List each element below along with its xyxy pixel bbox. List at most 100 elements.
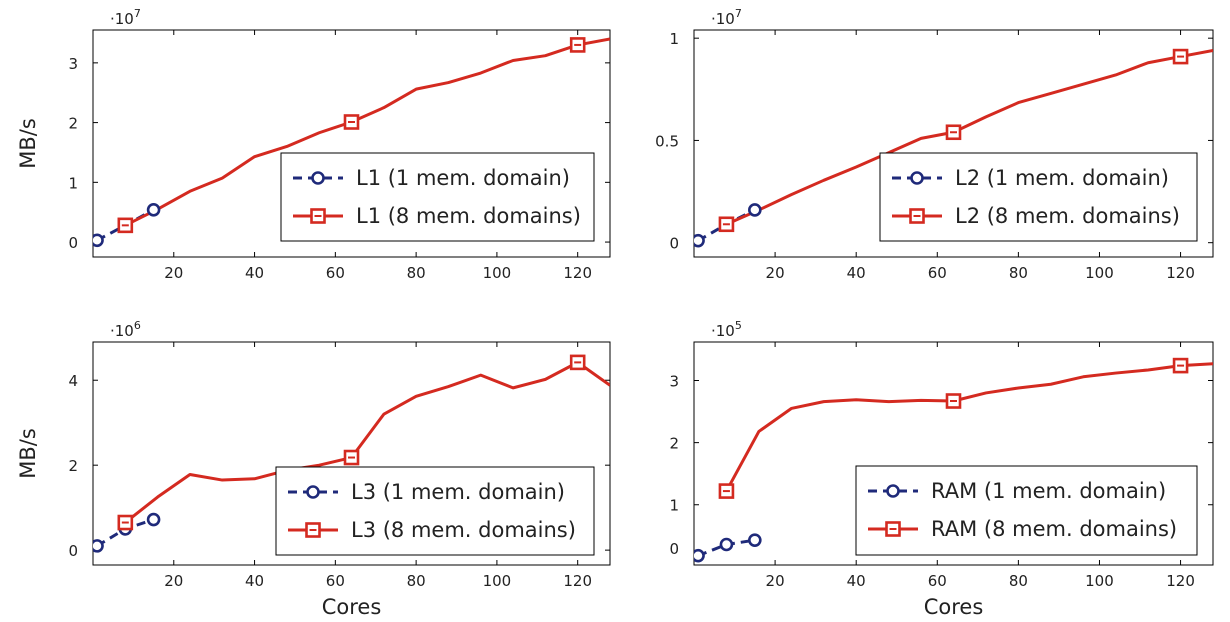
y-tick-label: 1	[68, 174, 78, 192]
y-tick-label: 3	[68, 55, 78, 73]
y-exponent-base: ·10	[110, 10, 134, 28]
y-exponent-label: ·107	[110, 7, 141, 28]
legend-marker-circle	[306, 485, 320, 499]
legend-entry: L3 (1 mem. domain)	[351, 480, 565, 504]
legend-marker-circle	[910, 171, 924, 185]
y-tick-label: 0	[68, 542, 78, 560]
y-tick-label: 0	[669, 540, 679, 558]
plot-frame	[92, 29, 611, 258]
x-tick-label: 80	[1009, 264, 1028, 282]
y-exponent-base: ·10	[711, 322, 735, 340]
plot-area	[694, 48, 1213, 248]
x-tick-label: 60	[928, 572, 947, 590]
series-line-2	[124, 360, 610, 524]
y-tick-label: 0	[669, 235, 679, 253]
y-axis-label: MB/s	[16, 118, 40, 169]
series-line-2	[725, 362, 1213, 492]
x-tick-label: 60	[326, 572, 345, 590]
data-point-circle	[146, 512, 161, 527]
x-tick-label: 60	[326, 264, 345, 282]
y-axis-label: MB/s	[16, 428, 40, 479]
data-point-circle	[93, 539, 104, 553]
x-tick-label: 20	[164, 264, 183, 282]
legend-entry: RAM (1 mem. domain)	[931, 479, 1166, 503]
x-tick-label: 40	[245, 572, 264, 590]
y-tick-label: 4	[68, 372, 78, 390]
x-tick-label: 100	[1085, 264, 1114, 282]
x-tick-label: 80	[407, 264, 426, 282]
y-tick-label: 1	[669, 30, 679, 48]
plot-frame	[693, 29, 1214, 258]
legend-entry: L2 (8 mem. domains)	[955, 204, 1180, 228]
x-tick-label: 80	[407, 572, 426, 590]
series-line-2	[124, 37, 610, 227]
legend: L3 (1 mem. domain) L3 (8 mem. domains)	[275, 466, 595, 556]
plot-frame	[693, 341, 1214, 566]
legend: RAM (1 mem. domain) RAM (8 mem. domains)	[855, 465, 1198, 556]
y-exponent-label: ·107	[711, 7, 742, 28]
chart-panel-1: 20 40 60 80 100 120 0 1 2 3 ·107 MB/s L1 (1 mem. dom…	[16, 7, 611, 282]
legend-box	[280, 152, 595, 242]
y-tick-label: 0.5	[655, 132, 679, 150]
y-exponent-base: ·10	[711, 10, 735, 28]
x-tick-label: 40	[847, 264, 866, 282]
y-tick-label: 1	[669, 497, 679, 515]
x-tick-label: 120	[1166, 572, 1195, 590]
data-point-circle	[694, 548, 705, 563]
plot-area	[694, 357, 1213, 563]
data-point-circle	[748, 203, 762, 217]
x-tick-label: 60	[928, 264, 947, 282]
y-exponent-label: ·105	[711, 319, 742, 340]
y-tick-label: 3	[669, 373, 679, 391]
x-tick-label: 120	[563, 264, 592, 282]
plot-frame	[92, 341, 611, 566]
legend-box	[855, 465, 1198, 556]
y-exponent-power: 7	[735, 7, 742, 20]
x-tick-label: 20	[766, 264, 785, 282]
x-tick-label: 100	[1085, 572, 1114, 590]
chart-panel-3: 20 40 60 80 100 120 0 2 4 ·106 MB/s Cores L3 (1 mem.…	[16, 319, 611, 619]
legend-entry: RAM (8 mem. domains)	[931, 517, 1177, 541]
x-tick-label: 120	[563, 572, 592, 590]
legend: L1 (1 mem. domain) L1 (8 mem. domains)	[280, 152, 595, 242]
legend-entry: L3 (8 mem. domains)	[351, 518, 576, 542]
legend-entry: L2 (1 mem. domain)	[955, 166, 1169, 190]
data-point-circle	[694, 233, 705, 248]
data-point-circle	[93, 233, 104, 248]
x-tick-label: 100	[483, 572, 512, 590]
series-line-2	[725, 48, 1213, 226]
data-point-circle	[748, 533, 762, 547]
chart-panel-4: 20 40 60 80 100 120 1 2 3 0 ·105 Cores RAM (1 mem. d…	[669, 319, 1214, 619]
y-tick-label: 2	[68, 115, 78, 133]
x-tick-label: 40	[847, 572, 866, 590]
x-tick-label: 20	[766, 572, 785, 590]
y-exponent-power: 5	[735, 319, 742, 332]
x-tick-label: 120	[1166, 264, 1195, 282]
y-tick-label: 2	[68, 457, 78, 475]
legend-marker-circle	[311, 171, 325, 185]
x-axis-label: Cores	[924, 595, 984, 619]
plot-area	[93, 37, 610, 248]
y-tick-label: 2	[669, 435, 679, 453]
y-tick-label: 0	[68, 234, 78, 252]
data-point-circle	[146, 203, 161, 217]
data-point-circle	[719, 537, 734, 552]
legend-box	[275, 466, 595, 556]
y-exponent-label: ·106	[110, 319, 141, 340]
x-tick-label: 100	[483, 264, 512, 282]
legend-entry: L1 (8 mem. domains)	[356, 204, 581, 228]
legend: L2 (1 mem. domain) L2 (8 mem. domains)	[879, 152, 1198, 242]
x-tick-label: 20	[164, 572, 183, 590]
x-axis-label: Cores	[322, 595, 382, 619]
y-exponent-power: 6	[134, 319, 141, 332]
plot-area	[93, 354, 610, 553]
x-tick-label: 80	[1009, 572, 1028, 590]
legend-box	[879, 152, 1198, 242]
y-exponent-power: 7	[134, 7, 141, 20]
x-tick-label: 40	[245, 264, 264, 282]
legend-entry: L1 (1 mem. domain)	[356, 166, 570, 190]
chart-panel-2: 20 40 60 80 100 120 0 0.5 1 ·107 L2 (1 mem. domain…	[655, 7, 1214, 282]
legend-marker-circle	[886, 484, 900, 498]
y-exponent-base: ·10	[110, 322, 134, 340]
